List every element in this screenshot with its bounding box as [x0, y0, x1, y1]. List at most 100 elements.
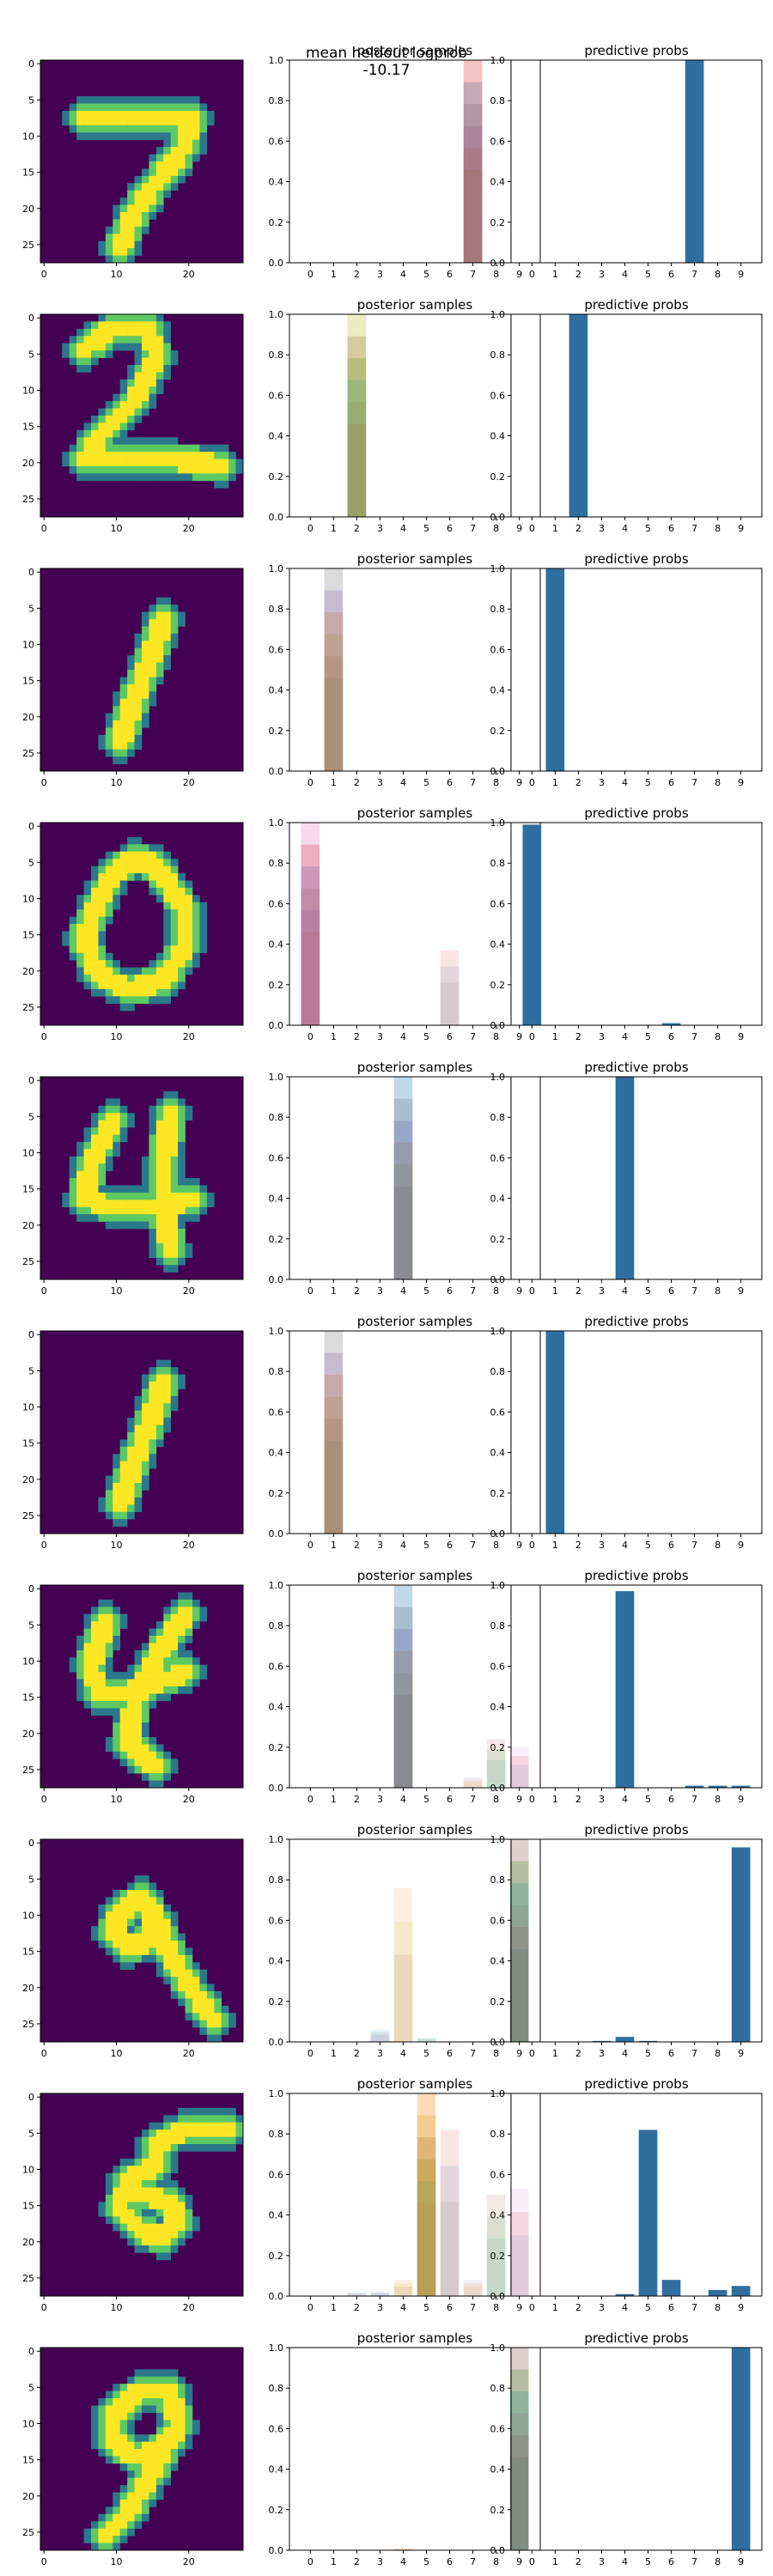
- row-10-predictive-xtick-label: 0: [529, 2556, 535, 2567]
- row-2-digit-pixel: [105, 408, 113, 416]
- row-10-digit-pixel: [155, 2398, 164, 2406]
- row-5-digit-pixel: [178, 1178, 186, 1186]
- row-7-digit-pixel: [163, 1649, 172, 1658]
- row-10-digit-pixel: [178, 2384, 186, 2391]
- row-2-digit-pixel: [105, 473, 113, 482]
- row-8-posterior-xtick-label: 9: [516, 2048, 522, 2059]
- row-10-digit-pixel: [105, 2441, 113, 2450]
- row-5-digit-pixel: [163, 1113, 172, 1121]
- row-1-digit-pixel: [142, 168, 149, 177]
- row-10-digit-pixel: [163, 2463, 172, 2471]
- row-6-posterior-ytick-label: 0.8: [269, 1366, 284, 1377]
- row-7-posterior-xtick-label: 7: [470, 1794, 476, 1805]
- row-1-digit-pixel: [98, 111, 107, 118]
- row-10-posterior-sample-bar: [509, 2413, 529, 2550]
- row-7-digit-pixel: [142, 1649, 149, 1658]
- row-1-digit-pixel: [76, 132, 84, 141]
- row-5-predictive-title: predictive probs: [584, 1060, 689, 1075]
- row-5-posterior-xtick-label: 8: [493, 1285, 499, 1297]
- row-10-digit-pixel: [119, 2420, 128, 2428]
- row-1-digit-pixel: [170, 183, 179, 191]
- row-9-digit-pixel: [214, 2122, 222, 2130]
- row-3-digit-pixel: [134, 727, 143, 736]
- row-8-posterior-sample-bar: [393, 1954, 413, 2043]
- row-10-digit-pixel: [91, 2441, 99, 2450]
- row-2-digit-pixel: [76, 444, 84, 453]
- row-1-digit-pixel: [119, 103, 128, 112]
- row-9-posterior-ytick-label: 0.0: [269, 2291, 284, 2302]
- row-1-digit-pixel: [155, 147, 164, 155]
- row-9-digit-pixel: [127, 2158, 135, 2166]
- row-7-digit-pixel: [119, 1708, 128, 1716]
- row-2-digit-pixel: [155, 372, 164, 380]
- row-5-digit-pixel: [91, 1141, 99, 1150]
- row-2-digit-pixel: [69, 466, 77, 474]
- row-5-digit-pixel: [83, 1163, 92, 1171]
- row-9-digit-pixel: [206, 2136, 215, 2145]
- row-6-digit-pixel: [119, 1446, 128, 1455]
- row-8-digit-pixel: [127, 1882, 135, 1891]
- row-6-digit-pixel: [134, 1468, 143, 1476]
- row-2-digit-pixel: [127, 321, 135, 330]
- row-10-digit-pixel: [98, 2543, 107, 2551]
- row-5-predictive-xtick-label: 5: [645, 1285, 651, 1297]
- row-2-digit-pixel: [127, 416, 135, 423]
- row-6-digit-pixel: [119, 1454, 128, 1462]
- row-8-digit-pixel: [170, 1954, 179, 1963]
- row-10-digit-pixel: [105, 2536, 113, 2543]
- row-5-digit-pixel: [83, 1134, 92, 1143]
- row-5-digit-pixel: [142, 1214, 149, 1222]
- row-6-digit-pixel: [119, 1468, 128, 1476]
- row-2-digit-pixel: [235, 466, 244, 474]
- row-1-predictive-ytick-label: 0.4: [490, 177, 506, 188]
- row-7-digit-pixel: [76, 1679, 84, 1687]
- row-8-posterior-xtick-label: 3: [377, 2048, 383, 2059]
- row-7-digit-pixel: [83, 1621, 92, 1629]
- row-9-digit-pixel: [119, 2158, 128, 2166]
- row-4-digit-pixel: [142, 851, 149, 860]
- row-6-posterior-xtick-label: 9: [516, 1540, 522, 1551]
- row-8-digit-pixel: [228, 2020, 236, 2028]
- row-8-digit-pixel: [185, 1998, 193, 2007]
- row-7-digit-pixel: [119, 1613, 128, 1622]
- row-2-digit-pixel: [98, 437, 107, 446]
- row-4-digit-pixel: [178, 880, 186, 889]
- row-8-digit-pixel: [127, 1941, 135, 1948]
- row-9-digit-pixel: [155, 2166, 164, 2174]
- row-6-digit-pixel: [142, 1374, 149, 1382]
- row-8-digit-pixel: [163, 1933, 172, 1941]
- row-6-digit-pixel: [163, 1425, 172, 1433]
- row-1-digit-pixel: [142, 226, 149, 234]
- row-2-posterior-xtick-label: 5: [423, 523, 429, 534]
- row-10-digit-pixel: [127, 2434, 135, 2442]
- row-8-digit-pixel: [199, 2020, 208, 2028]
- row-4-digit-pixel: [163, 945, 172, 954]
- row-6-digit-pixel: [105, 1511, 113, 1520]
- row-6-predictive-xtick-label: 9: [738, 1540, 744, 1551]
- row-10-digit-pixel: [119, 2492, 128, 2500]
- row-10-digit-pixel: [155, 2485, 164, 2493]
- row-10-digit-pixel: [170, 2441, 179, 2450]
- row-1-digit-pixel: [105, 132, 113, 141]
- row-5-predictive-xtick-label: 7: [691, 1285, 697, 1297]
- row-8-digit-image-frame: [40, 1838, 244, 2043]
- row-5-digit-pixel: [170, 1120, 179, 1128]
- row-8-digit-pixel: [134, 1941, 143, 1948]
- row-7-digit-pixel: [105, 1672, 113, 1680]
- row-10-digit-ytick-label: 0: [28, 2346, 34, 2357]
- row-4-digit-pixel: [163, 952, 172, 961]
- row-10-digit-pixel: [170, 2427, 179, 2435]
- row-5-digit-pixel: [113, 1185, 121, 1194]
- row-4-digit-pixel: [163, 916, 172, 925]
- row-7-digit-pixel: [83, 1636, 92, 1643]
- row-7-digit-pixel: [76, 1643, 84, 1651]
- row-10-digit-pixel: [142, 2449, 149, 2457]
- row-2-digit-pixel: [199, 473, 208, 482]
- row-9-digit-pixel: [199, 2115, 208, 2123]
- row-4-digit-pixel: [170, 988, 179, 997]
- row-10-digit-image-frame: [40, 2347, 244, 2551]
- row-7-digit-pixel: [91, 1643, 99, 1651]
- row-3-digit-pixel: [149, 626, 157, 635]
- row-2-digit-pixel: [83, 466, 92, 474]
- row-7-predictive-bar-4: [615, 1591, 635, 1788]
